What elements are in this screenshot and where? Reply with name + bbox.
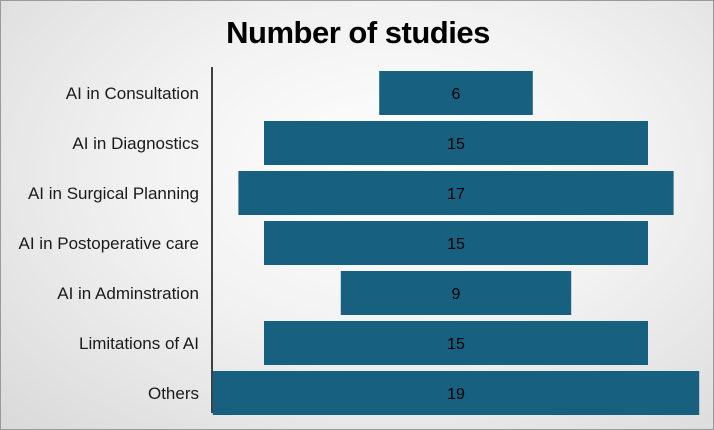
category-label: Others: [148, 384, 199, 403]
category-label: AI in Diagnostics: [72, 134, 199, 153]
data-label: 17: [447, 186, 465, 203]
bar: [340, 271, 572, 315]
category-label: AI in Consultation: [66, 84, 199, 103]
data-label: 6: [452, 86, 461, 103]
bar: [264, 221, 648, 265]
bar: [238, 171, 674, 215]
data-label: 15: [447, 136, 465, 153]
data-label: 15: [447, 336, 465, 353]
bar: [379, 71, 533, 115]
category-label: AI in Postoperative care: [19, 234, 199, 253]
bar: [264, 321, 648, 365]
data-label: 19: [447, 386, 465, 403]
category-label: AI in Adminstration: [57, 284, 199, 303]
data-label: 9: [452, 286, 461, 303]
category-label: Limitations of AI: [79, 334, 199, 353]
data-label: 15: [447, 236, 465, 253]
bar: [264, 121, 648, 165]
chart-title: Number of studies: [226, 15, 490, 50]
bar: [212, 371, 700, 415]
category-label: AI in Surgical Planning: [28, 184, 199, 203]
